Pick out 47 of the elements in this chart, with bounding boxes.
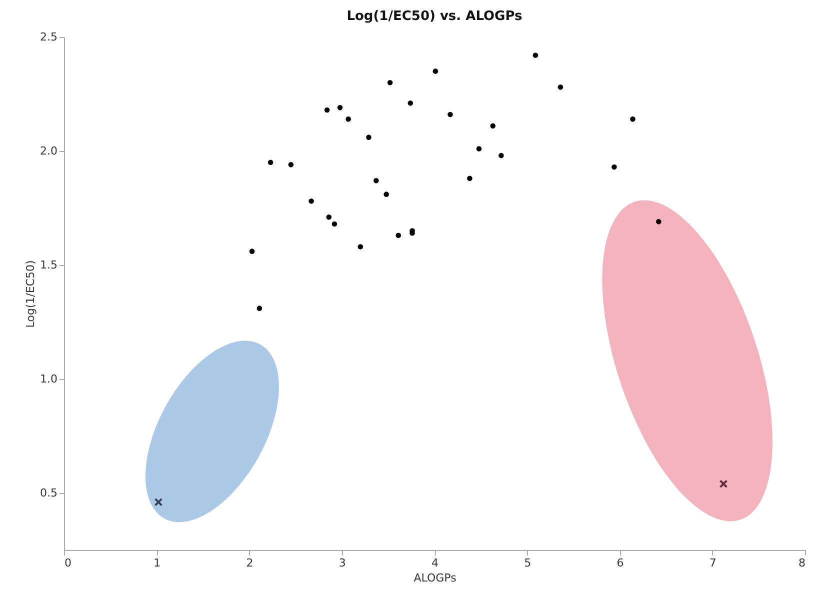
point [396,232,402,238]
x-tick-label: 2 [246,556,254,570]
point [384,192,389,197]
point [324,107,330,113]
point [268,160,274,166]
point [630,116,636,122]
point [719,480,728,488]
point [346,116,352,122]
point [366,134,372,140]
point [476,146,482,152]
y-tick-label: 0.5 [40,486,58,500]
chart-title: Log(1/EC50) vs. ALOGPs [346,9,523,24]
point [249,248,255,254]
x-tick-label: 4 [432,556,438,570]
point [432,68,438,74]
point [448,112,453,118]
point [308,198,314,204]
x-tick-label: 8 [798,556,806,570]
point [532,52,538,58]
point [326,214,332,220]
point [656,219,662,224]
y-tick-label: 1.5 [40,258,58,272]
point [256,306,262,311]
x-tick-label: 5 [524,556,532,570]
point [358,244,364,250]
point [332,221,338,227]
point [490,123,496,129]
x-tick-label: 3 [338,556,346,570]
point [612,164,617,170]
x-tick-label: 7 [709,556,716,570]
point [374,178,379,184]
y-tick-label: 1.0 [40,372,58,386]
point [498,152,504,158]
x-tick-label: 0 [64,556,72,570]
x-tick-label: 1 [154,556,161,570]
y-tick-label: 2.0 [40,144,58,158]
point [387,80,393,86]
point [408,100,414,106]
point [558,84,564,90]
point [288,162,294,168]
point [337,105,343,110]
y-tick-label: 2.5 [40,30,58,44]
y-axis-title: Log(1/EC50) [24,260,38,328]
point [467,176,472,181]
x-axis-title: ALOGPs [414,572,457,584]
point [154,498,163,506]
x-tick-label: 6 [616,556,624,570]
